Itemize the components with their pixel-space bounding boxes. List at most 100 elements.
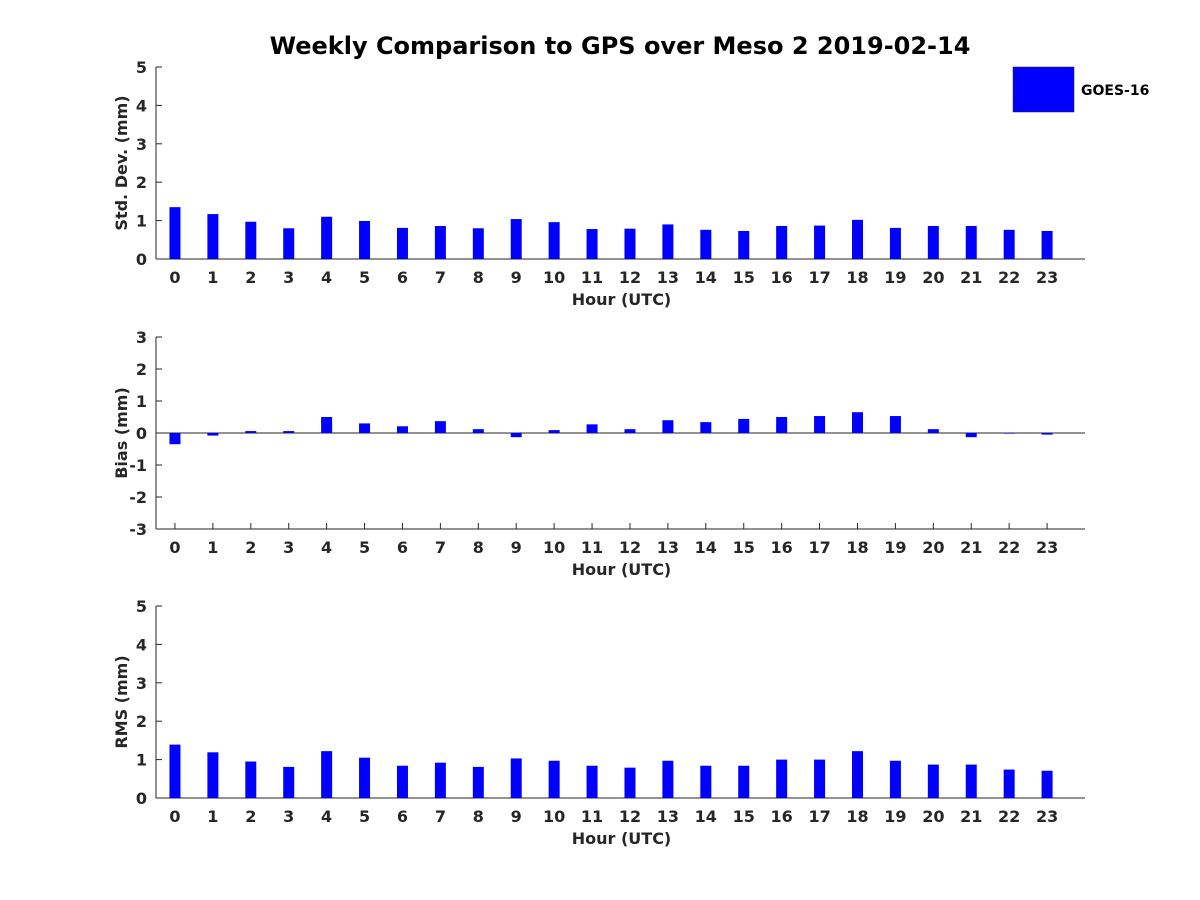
x-tick-label-bias: 1 — [207, 538, 218, 557]
bar-rms-9 — [510, 758, 522, 798]
x-tick-label-bias: 3 — [283, 538, 294, 557]
x-tick-label-rms: 7 — [435, 807, 446, 826]
y-tick-label-rms: 3 — [136, 674, 147, 693]
bar-stddev-22 — [1003, 229, 1015, 259]
y-tick-label-bias: 0 — [136, 424, 147, 443]
x-tick-label-stddev: 15 — [733, 268, 755, 287]
bar-rms-12 — [624, 767, 636, 798]
x-tick-label-stddev: 18 — [846, 268, 868, 287]
x-tick-label-stddev: 6 — [397, 268, 408, 287]
legend-swatch — [1012, 66, 1075, 113]
x-tick-label-bias: 20 — [922, 538, 944, 557]
x-tick-label-bias: 13 — [657, 538, 679, 557]
x-tick-label-rms: 13 — [657, 807, 679, 826]
bar-stddev-9 — [510, 219, 522, 259]
y-tick-label-bias: 1 — [136, 392, 147, 411]
bar-stddev-18 — [851, 219, 863, 259]
x-tick-label-stddev: 17 — [808, 268, 830, 287]
y-tick-label-bias: -2 — [129, 488, 147, 507]
x-tick-label-stddev: 5 — [359, 268, 370, 287]
bar-rms-20 — [927, 764, 939, 798]
bar-bias-20 — [927, 429, 939, 433]
bar-bias-1 — [207, 433, 219, 436]
bar-bias-12 — [624, 429, 636, 433]
x-tick-label-bias: 5 — [359, 538, 370, 557]
bar-stddev-23 — [1041, 230, 1053, 259]
bar-stddev-2 — [245, 221, 257, 259]
x-tick-label-rms: 14 — [695, 807, 717, 826]
x-tick-label-bias: 22 — [998, 538, 1020, 557]
bar-stddev-12 — [624, 228, 636, 259]
bar-bias-7 — [434, 421, 446, 433]
bar-stddev-13 — [662, 224, 674, 259]
bar-stddev-4 — [321, 216, 333, 259]
x-tick-label-bias: 4 — [321, 538, 332, 557]
bar-rms-16 — [776, 759, 788, 798]
bar-rms-0 — [169, 744, 181, 798]
x-tick-label-stddev: 22 — [998, 268, 1020, 287]
legend: GOES-16 — [1012, 66, 1149, 113]
x-tick-label-stddev: 10 — [543, 268, 565, 287]
bar-rms-22 — [1003, 769, 1015, 798]
x-tick-label-bias: 6 — [397, 538, 408, 557]
x-tick-label-stddev: 21 — [960, 268, 982, 287]
bar-bias-10 — [548, 430, 560, 433]
x-tick-label-stddev: 9 — [511, 268, 522, 287]
x-tick-label-stddev: 11 — [581, 268, 603, 287]
x-tick-label-bias: 14 — [695, 538, 717, 557]
x-tick-label-rms: 4 — [321, 807, 332, 826]
y-tick-label-bias: 2 — [136, 360, 147, 379]
x-tick-label-bias: 18 — [846, 538, 868, 557]
bar-rms-2 — [245, 761, 257, 798]
bar-rms-8 — [472, 766, 484, 798]
y-tick-label-bias: -1 — [129, 456, 147, 475]
bar-stddev-7 — [434, 225, 446, 259]
x-tick-label-rms: 20 — [922, 807, 944, 826]
x-tick-label-stddev: 12 — [619, 268, 641, 287]
x-axis-label-bias: Hour (UTC) — [572, 560, 672, 579]
x-tick-label-rms: 1 — [207, 807, 218, 826]
y-axis-label-bias: Bias (mm) — [112, 387, 131, 479]
bar-rms-19 — [889, 760, 901, 798]
bar-stddev-0 — [169, 207, 181, 259]
y-tick-label-stddev: 2 — [136, 173, 147, 192]
y-tick-label-stddev: 5 — [136, 58, 147, 77]
bar-bias-17 — [814, 416, 826, 433]
x-tick-label-bias: 16 — [771, 538, 793, 557]
x-tick-label-rms: 22 — [998, 807, 1020, 826]
y-tick-label-rms: 0 — [136, 789, 147, 808]
bar-stddev-20 — [927, 225, 939, 259]
x-tick-label-rms: 21 — [960, 807, 982, 826]
bar-bias-9 — [510, 433, 522, 438]
bar-rms-18 — [851, 751, 863, 798]
bar-bias-5 — [359, 423, 371, 433]
x-tick-label-bias: 8 — [473, 538, 484, 557]
bar-rms-21 — [965, 764, 977, 798]
x-tick-label-stddev: 3 — [283, 268, 294, 287]
bar-stddev-11 — [586, 229, 598, 259]
legend-label: GOES-16 — [1081, 83, 1149, 99]
x-tick-label-bias: 11 — [581, 538, 603, 557]
y-tick-label-stddev: 3 — [136, 135, 147, 154]
x-tick-label-bias: 21 — [960, 538, 982, 557]
bar-rms-15 — [738, 765, 750, 798]
bar-rms-10 — [548, 760, 560, 798]
bar-rms-6 — [396, 765, 408, 798]
bar-bias-21 — [965, 433, 977, 438]
bar-stddev-5 — [359, 220, 371, 259]
x-tick-label-rms: 17 — [808, 807, 830, 826]
x-tick-label-stddev: 23 — [1036, 268, 1058, 287]
bar-bias-22 — [1003, 433, 1015, 434]
bar-bias-0 — [169, 433, 181, 445]
y-axis-label-stddev: Std. Dev. (mm) — [112, 95, 131, 230]
x-axis-label-stddev: Hour (UTC) — [572, 290, 672, 309]
bar-stddev-16 — [776, 225, 788, 259]
x-tick-label-bias: 10 — [543, 538, 565, 557]
y-tick-label-bias: -3 — [129, 520, 147, 539]
y-tick-label-rms: 1 — [136, 751, 147, 770]
x-tick-label-stddev: 16 — [771, 268, 793, 287]
bar-stddev-14 — [700, 229, 712, 259]
x-tick-label-rms: 16 — [771, 807, 793, 826]
bar-bias-13 — [662, 420, 674, 433]
bar-stddev-15 — [738, 230, 750, 259]
